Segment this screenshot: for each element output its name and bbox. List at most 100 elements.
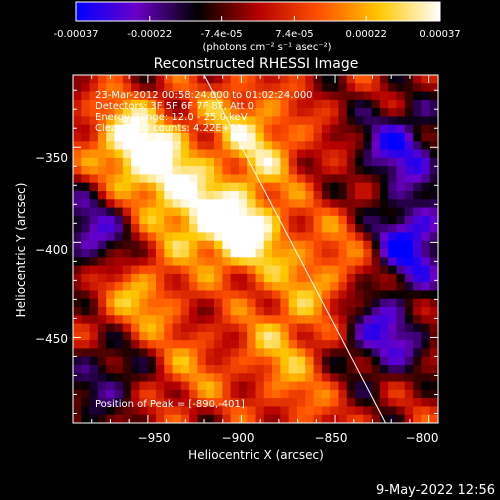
- heatmap-cell: [338, 307, 348, 316]
- heatmap-cell: [346, 149, 356, 159]
- heatmap-cell: [89, 381, 99, 391]
- heatmap-cell: [355, 149, 364, 159]
- heatmap-cell: [164, 182, 174, 192]
- heatmap-cell: [131, 91, 140, 101]
- heatmap-cell: [97, 340, 107, 350]
- heatmap-cell: [180, 381, 190, 391]
- heatmap-cell: [180, 373, 190, 383]
- heatmap-cell: [263, 75, 273, 84]
- heatmap-cell: [280, 381, 290, 391]
- heatmap-cell: [89, 141, 99, 151]
- heatmap-cell: [122, 215, 132, 225]
- heatmap-cell: [131, 282, 140, 292]
- heatmap-cell: [371, 315, 381, 325]
- heatmap-cell: [238, 406, 248, 416]
- heatmap-cell: [363, 207, 373, 217]
- heatmap-cell: [363, 91, 373, 101]
- heatmap-cell: [238, 207, 248, 217]
- heatmap-cell: [346, 249, 356, 258]
- heatmap-cell: [172, 298, 182, 308]
- heatmap-cell: [363, 174, 373, 184]
- heatmap-cell: [305, 348, 315, 358]
- heatmap-cell: [139, 91, 149, 101]
- heatmap-cell: [164, 157, 174, 167]
- heatmap-cell: [421, 414, 431, 423]
- heatmap-cell: [180, 133, 190, 142]
- heatmap-cell: [222, 389, 232, 399]
- heatmap-cell: [238, 182, 248, 192]
- heatmap-cell: [97, 91, 107, 101]
- heatmap-cell: [263, 149, 273, 159]
- heatmap-cell: [371, 108, 381, 118]
- heatmap-cell: [363, 124, 373, 134]
- heatmap-cell: [238, 91, 248, 101]
- heatmap-cell: [396, 381, 406, 391]
- heatmap-cell: [379, 348, 389, 358]
- heatmap-cell: [280, 207, 290, 217]
- heatmap-cell: [197, 348, 207, 358]
- heatmap-cell: [139, 149, 149, 159]
- heatmap-cell: [313, 141, 323, 151]
- heatmap-cell: [89, 265, 99, 275]
- heatmap-cell: [230, 157, 240, 167]
- heatmap-cell: [296, 182, 306, 192]
- heatmap-cell: [296, 149, 306, 159]
- heatmap-cell: [89, 331, 99, 341]
- heatmap-cell: [429, 207, 438, 217]
- heatmap-cell: [89, 149, 99, 159]
- heatmap-cell: [338, 91, 348, 101]
- heatmap-cell: [272, 108, 281, 118]
- heatmap-cell: [272, 124, 281, 134]
- heatmap-cell: [73, 149, 82, 159]
- heatmap-cell: [396, 116, 406, 126]
- heatmap-cell: [147, 215, 157, 225]
- heatmap-cell: [106, 323, 116, 333]
- heatmap-cell: [413, 108, 423, 118]
- heatmap-cell: [421, 381, 431, 391]
- heatmap-cell: [421, 91, 431, 101]
- colorbar-units-label: (photons cm⁻² s⁻¹ asec⁻²): [202, 42, 331, 53]
- heatmap-cell: [379, 265, 389, 275]
- heatmap-cell: [97, 174, 107, 184]
- heatmap-cell: [379, 83, 389, 93]
- heatmap-cell: [155, 182, 165, 192]
- heatmap-cell: [214, 149, 223, 159]
- heatmap-cell: [388, 116, 398, 126]
- heatmap-cell: [247, 108, 257, 118]
- heatmap-cell: [355, 273, 364, 283]
- heatmap-cell: [238, 265, 248, 275]
- heatmap-cell: [363, 406, 373, 416]
- heatmap-cell: [388, 75, 398, 84]
- heatmap-cell: [155, 265, 165, 275]
- heatmap-cell: [272, 240, 281, 250]
- heatmap-cell: [106, 398, 116, 408]
- heatmap-cell: [139, 215, 149, 225]
- heatmap-cell: [296, 340, 306, 350]
- heatmap-cell: [263, 414, 273, 423]
- heatmap-cell: [338, 240, 348, 250]
- heatmap-cell: [296, 207, 306, 217]
- heatmap-cell: [413, 315, 423, 325]
- heatmap-cell: [305, 133, 315, 142]
- heatmap-cell: [164, 116, 174, 126]
- heatmap-cell: [238, 340, 248, 350]
- heatmap-cell: [346, 315, 356, 325]
- heatmap-cell: [147, 381, 157, 391]
- heatmap-cell: [238, 298, 248, 308]
- heatmap-cell: [429, 75, 438, 84]
- heatmap-cell: [272, 83, 281, 93]
- heatmap-cell: [205, 398, 215, 408]
- heatmap-cell: [338, 373, 348, 383]
- heatmap-cell: [106, 348, 116, 358]
- heatmap-cell: [280, 108, 290, 118]
- heatmap-cell: [280, 365, 290, 374]
- heatmap-cell: [147, 240, 157, 250]
- heatmap-cell: [321, 331, 331, 341]
- heatmap-cell: [81, 373, 91, 383]
- heatmap-cell: [155, 133, 165, 142]
- heatmap-cell: [238, 331, 248, 341]
- heatmap-cell: [172, 282, 182, 292]
- heatmap-cell: [379, 141, 389, 151]
- heatmap-cell: [363, 215, 373, 225]
- heatmap-cell: [97, 282, 107, 292]
